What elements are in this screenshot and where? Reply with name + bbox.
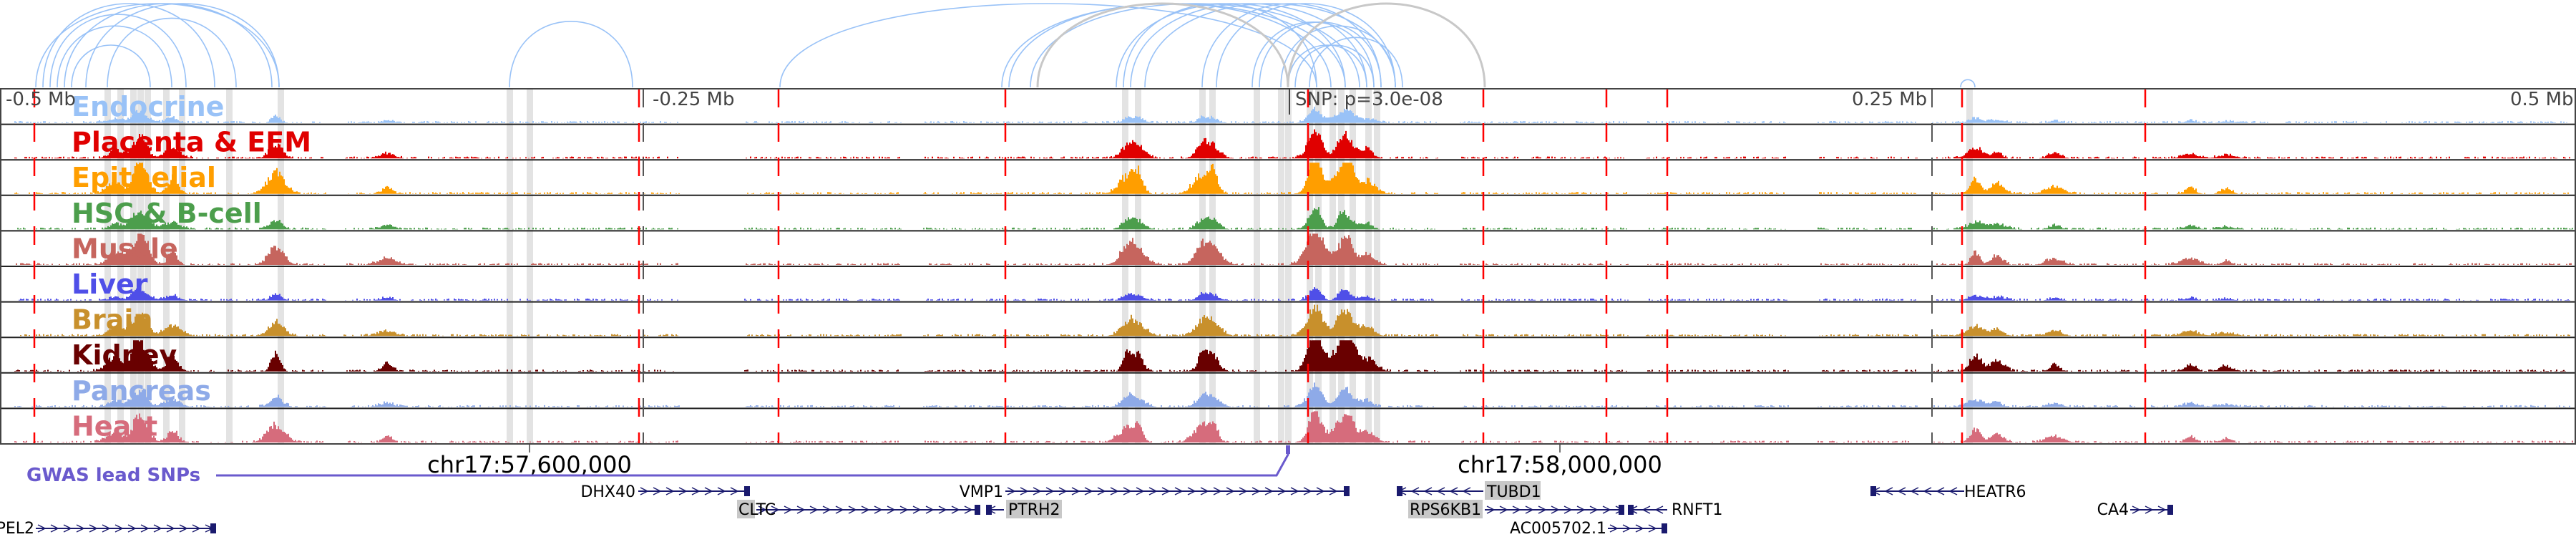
track-hsc-b-cell: HSC & B-cell: [0, 198, 2576, 232]
interaction-arc: [49, 14, 187, 88]
interaction-arc: [1294, 44, 1375, 88]
gene-label-ac005702[interactable]: AC005702.1: [1510, 520, 1606, 537]
gene-model-rnft1[interactable]: [1628, 505, 1667, 515]
gene-track: [36, 486, 2173, 533]
track-label: Endocrine: [72, 91, 224, 122]
interaction-arc: [1030, 3, 1360, 88]
interaction-arc: [57, 25, 172, 88]
marker-lines: [33, 89, 2147, 444]
track-kidney: Kidney: [0, 339, 2576, 374]
signal-bars: [14, 163, 2569, 194]
signal-bars: [16, 233, 2572, 265]
snp-pvalue-label: SNP: p=3.0e-08: [1295, 89, 1443, 110]
gene-model-ca4[interactable]: [2130, 505, 2173, 515]
interaction-arc: [107, 17, 237, 88]
track-brain: Brain: [0, 304, 2576, 339]
interaction-arc: [1144, 3, 1396, 88]
interaction-arc: [1280, 25, 1396, 88]
interaction-arc: [1309, 37, 1403, 88]
interaction-arc: [1201, 3, 1382, 88]
track-label: Heart: [72, 410, 157, 442]
interaction-arc: [42, 3, 215, 88]
axis-label-plus-0.5mb: 0.5 Mb: [2510, 89, 2574, 110]
gene-model-ptrh2[interactable]: [986, 505, 1004, 515]
axis-label-minus-0.25mb: -0.25 Mb: [653, 89, 734, 110]
track-label: Pancreas: [72, 375, 211, 407]
gene-model-cltc[interactable]: [756, 505, 980, 515]
track-endocrine: Endocrine: [0, 91, 2576, 125]
track-muscle: Muscle: [0, 233, 2576, 267]
gene-hl-tubd1: [1485, 481, 1541, 500]
signal-bars: [20, 304, 2570, 337]
gene-label-ca4[interactable]: CA4: [2097, 501, 2129, 519]
interaction-arcs: [35, 2, 1976, 88]
track-liver: Liver: [0, 268, 2576, 303]
signal-bars: [19, 287, 2570, 301]
interaction-arc: [1036, 2, 1289, 88]
track-placenta-eem: Placenta & EEM: [0, 127, 2576, 161]
signal-bars: [14, 382, 2570, 407]
gene-label-cltc[interactable]: CLTC: [738, 501, 776, 519]
interaction-arc: [1008, 3, 1332, 88]
gene-label-tubd1[interactable]: TUBD1: [1486, 483, 1541, 501]
gene-label-heatr6[interactable]: HEATR6: [1964, 483, 2026, 501]
gene-model-heatr6[interactable]: [1870, 486, 1964, 496]
axis-label-minus-0.5mb: -0.5 Mb: [6, 89, 76, 110]
track-label: Epithelial: [72, 162, 216, 193]
track-label: HSC & B-cell: [72, 198, 262, 229]
gene-model-pel2[interactable]: [36, 523, 216, 533]
gene-model-tubd1[interactable]: [1397, 486, 1483, 496]
gene-label-pel2[interactable]: PEL2: [0, 520, 34, 537]
signal-bars: [14, 129, 2570, 159]
signal-tracks: Endocrine Placenta & EEM Epithelial HSC & B…: [0, 91, 2576, 445]
axis-label-plus-0.25mb: 0.25 Mb: [1852, 89, 1927, 110]
tracks-frame: [0, 88, 2576, 445]
gwas-track-label: GWAS lead SNPs: [26, 465, 200, 486]
interaction-arc: [1287, 2, 1486, 88]
track-label: Kidney: [72, 339, 177, 371]
signal-bars: [14, 411, 2573, 442]
track-epithelial: Epithelial: [0, 162, 2576, 196]
track-label: Brain: [72, 304, 152, 336]
gene-hl-ptrh2: [1006, 500, 1062, 518]
gene-label-ptrh2[interactable]: PTRH2: [1008, 501, 1060, 519]
gene-label-dhx40[interactable]: DHX40: [580, 483, 635, 501]
signal-bars: [14, 340, 2566, 372]
gene-model-vmp1[interactable]: [1005, 486, 1350, 496]
interaction-arc: [64, 3, 273, 88]
track-label: Placenta & EEM: [72, 127, 311, 158]
gene-label-rps6kb1[interactable]: RPS6KB1: [1410, 501, 1481, 519]
track-pancreas: Pancreas: [0, 375, 2576, 410]
signal-bars: [14, 107, 2567, 123]
gene-model-dhx40[interactable]: [638, 486, 750, 496]
coord-label-right: chr17:58,000,000: [1458, 451, 1662, 478]
interaction-arc: [1123, 3, 1317, 88]
interaction-arc: [71, 44, 151, 88]
gwas-lead-snp-connector: [216, 450, 1289, 477]
gwas-lead-snp-marker: [1286, 445, 1290, 454]
gene-model-ac005702[interactable]: [1608, 523, 1667, 533]
interaction-arc: [509, 21, 633, 88]
signal-bars: [17, 207, 2573, 230]
gene-model-rps6kb1[interactable]: [1485, 505, 1624, 515]
track-label: Muscle: [72, 233, 178, 264]
gene-label-rnft1[interactable]: RNFT1: [1672, 501, 1722, 519]
interaction-arc: [1130, 3, 1367, 88]
track-label: Liver: [72, 268, 148, 300]
gene-label-vmp1[interactable]: VMP1: [960, 483, 1003, 501]
interaction-arc: [779, 3, 1317, 88]
gene-hl-rps6kb1: [1408, 500, 1483, 518]
interaction-arc: [1960, 79, 1976, 88]
coord-label-left: chr17:57,600,000: [427, 451, 632, 478]
gene-highlight-cltc: [737, 500, 755, 518]
